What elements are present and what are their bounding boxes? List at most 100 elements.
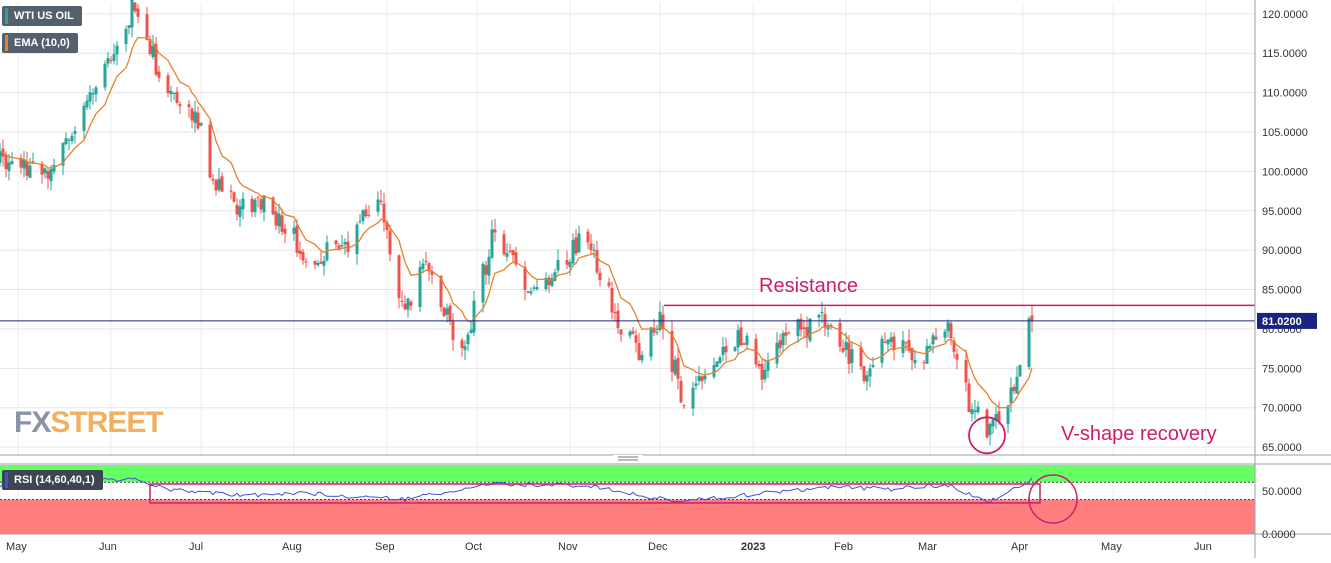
- candle-body: [451, 321, 455, 341]
- symbol-badge[interactable]: WTI US OIL: [2, 6, 82, 26]
- candle-body: [757, 363, 761, 367]
- candle-body: [322, 260, 326, 266]
- candle-body: [439, 275, 443, 308]
- x-tick-label: Oct: [465, 541, 482, 553]
- candle-body: [592, 249, 596, 251]
- price-tick-label: 95.0000: [1262, 206, 1302, 218]
- candle-body: [241, 198, 245, 210]
- candle-body: [127, 25, 131, 28]
- candle-body: [964, 360, 968, 383]
- price-tick-label: 120.0000: [1262, 9, 1308, 21]
- candle-body: [319, 261, 323, 264]
- rsi-badge[interactable]: RSI (14,60,40,1): [2, 470, 103, 490]
- candle-body: [1030, 315, 1034, 321]
- candle-body: [304, 261, 308, 263]
- candle-body: [889, 337, 893, 342]
- candle-body: [271, 197, 275, 215]
- candle-body: [682, 405, 686, 407]
- candle-body: [298, 250, 302, 254]
- candle-body: [883, 341, 887, 343]
- last-price-label: 81.0200: [1262, 316, 1302, 328]
- candle-body: [535, 287, 539, 290]
- annotation-v-shape-recovery: V-shape recovery: [1061, 423, 1217, 445]
- candle-body: [784, 332, 788, 336]
- candle-body: [781, 333, 785, 346]
- candle-body: [631, 331, 635, 334]
- candle-body: [277, 213, 281, 227]
- candle-body: [187, 104, 191, 108]
- candle-body: [85, 100, 89, 108]
- candle-body: [103, 63, 107, 88]
- candle-body: [469, 329, 473, 333]
- candle-body: [634, 335, 638, 343]
- candle-body: [778, 340, 782, 349]
- price-tick-label: 85.0000: [1262, 285, 1302, 297]
- candle-body: [547, 277, 551, 286]
- candle-body: [745, 335, 749, 345]
- candle-body: [424, 260, 428, 263]
- candle-body: [109, 59, 113, 61]
- candle-body: [721, 346, 725, 355]
- candle-body: [655, 332, 659, 334]
- candle-body: [892, 336, 896, 351]
- candle-body: [67, 139, 71, 141]
- candle-body: [766, 361, 770, 371]
- candle-body: [934, 336, 938, 340]
- candle-body: [652, 327, 656, 333]
- candle-body: [376, 199, 380, 212]
- candle-body: [178, 104, 182, 107]
- candle-body: [442, 307, 446, 317]
- candle-body: [697, 375, 701, 381]
- candle-body: [73, 130, 77, 134]
- candle-body: [994, 414, 998, 421]
- price-tick-label: 90.0000: [1262, 245, 1302, 257]
- candle-body: [448, 305, 452, 322]
- panel-resize-handle[interactable]: [613, 455, 643, 463]
- candle-body: [865, 375, 869, 382]
- candle-body: [112, 54, 116, 61]
- rsi-line: [0, 477, 1033, 503]
- price-tick-label: 65.0000: [1262, 442, 1302, 454]
- candle-body: [445, 308, 449, 315]
- candle-body: [355, 224, 359, 255]
- x-tick-label: Mar: [918, 541, 937, 553]
- candle-body: [313, 260, 317, 265]
- candle-body: [130, 0, 134, 28]
- candle-body: [4, 154, 8, 170]
- candle-body: [913, 359, 917, 364]
- candle-body: [508, 250, 512, 252]
- rsi-swatch: [5, 472, 8, 488]
- candle-body: [943, 331, 947, 338]
- candle-body: [190, 108, 194, 121]
- candle-body: [169, 90, 173, 95]
- candle-body: [145, 14, 149, 41]
- candle-body: [409, 301, 413, 306]
- candle-body: [952, 340, 956, 352]
- candle-body: [616, 310, 620, 328]
- candle-body: [418, 267, 422, 308]
- candle-body: [64, 138, 68, 145]
- candle-body: [94, 87, 98, 95]
- candle-body: [466, 334, 470, 345]
- candle-body: [463, 346, 467, 350]
- ema-badge[interactable]: EMA (10,0): [2, 33, 78, 53]
- candle-body: [505, 253, 509, 257]
- candle-body: [403, 303, 407, 310]
- candle-body: [637, 343, 641, 360]
- candle-body: [235, 204, 239, 215]
- candle-body: [217, 178, 221, 190]
- candle-body: [61, 143, 65, 166]
- candle-body: [613, 312, 617, 314]
- candle-body: [661, 314, 665, 329]
- candle-body: [988, 423, 992, 435]
- candle-body: [472, 300, 476, 333]
- candle-body: [742, 343, 746, 345]
- x-tick-label: 2023: [741, 541, 765, 553]
- candle-body: [949, 323, 953, 339]
- candle-body: [619, 329, 623, 335]
- watermark-street: STREET: [50, 406, 163, 439]
- x-tick-label: Aug: [282, 541, 302, 553]
- candle-body: [136, 8, 140, 17]
- candle-body: [859, 347, 863, 367]
- candle-body: [157, 71, 161, 78]
